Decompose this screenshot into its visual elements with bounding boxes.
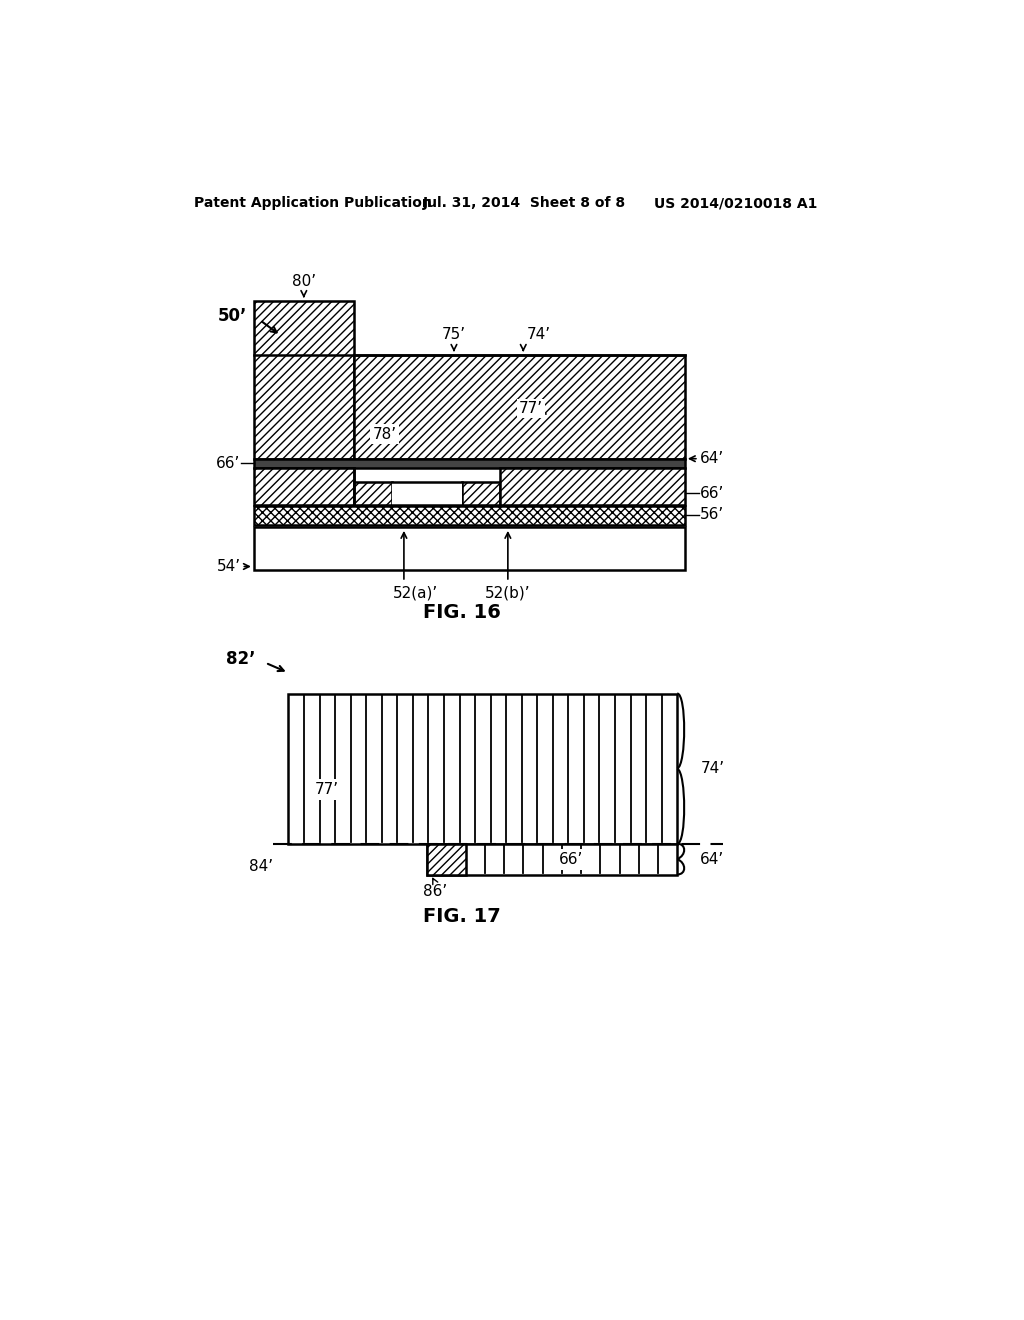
Text: 75’: 75’ <box>442 326 466 342</box>
Text: FIG. 16: FIG. 16 <box>423 603 501 622</box>
Polygon shape <box>354 482 392 506</box>
Polygon shape <box>254 301 354 459</box>
Text: 84’: 84’ <box>249 859 273 874</box>
Polygon shape <box>427 843 677 875</box>
Text: 80’: 80’ <box>292 275 315 289</box>
Text: US 2014/0210018 A1: US 2014/0210018 A1 <box>654 197 817 210</box>
Text: FIG. 17: FIG. 17 <box>423 907 501 927</box>
Text: 82’: 82’ <box>226 649 255 668</box>
Text: 52(a)’: 52(a)’ <box>393 586 438 601</box>
Text: 66’: 66’ <box>216 455 241 471</box>
Text: 52(b)’: 52(b)’ <box>485 586 530 601</box>
Text: 77’: 77’ <box>314 783 339 797</box>
Text: 74’: 74’ <box>526 326 551 342</box>
Polygon shape <box>462 482 500 506</box>
Text: 66’: 66’ <box>700 486 725 500</box>
Text: 74’: 74’ <box>700 762 725 776</box>
Polygon shape <box>254 527 685 570</box>
Text: 78’: 78’ <box>373 426 396 442</box>
Polygon shape <box>254 507 685 525</box>
Polygon shape <box>254 469 354 506</box>
Text: 66’: 66’ <box>559 851 584 867</box>
Polygon shape <box>427 843 466 875</box>
Text: 64’: 64’ <box>700 451 725 466</box>
Polygon shape <box>392 482 462 506</box>
Text: 86’: 86’ <box>423 884 446 899</box>
Polygon shape <box>354 355 685 459</box>
Text: Jul. 31, 2014  Sheet 8 of 8: Jul. 31, 2014 Sheet 8 of 8 <box>423 197 627 210</box>
Text: 50’: 50’ <box>218 308 248 325</box>
Text: Patent Application Publication: Patent Application Publication <box>195 197 432 210</box>
Polygon shape <box>289 693 677 843</box>
Polygon shape <box>500 469 685 506</box>
Text: 54’: 54’ <box>216 558 241 574</box>
Text: 77’: 77’ <box>519 401 543 416</box>
Text: 56’: 56’ <box>700 507 725 523</box>
Text: 64’: 64’ <box>700 851 725 867</box>
Polygon shape <box>254 459 685 469</box>
